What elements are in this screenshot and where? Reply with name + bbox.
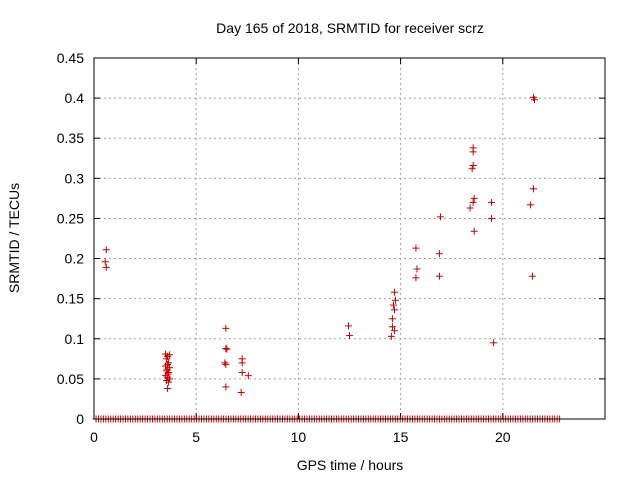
x-tick-label: 10 [291,429,307,445]
data-point [529,185,537,193]
data-point [222,344,230,352]
data-point [436,213,444,221]
data-point [346,332,353,340]
data-point [466,204,474,212]
x-tick-label: 20 [495,429,511,445]
y-axis-label: SRMTID / TECUs [6,183,22,293]
data-point [164,370,172,378]
x-tick-label: 0 [90,429,98,445]
data-point [387,332,395,340]
axis-ticks: 0 0.05 0.1 0.15 0.2 0.25 0.3 0.35 0.4 0.45 0 5 10 15 2… [57,50,605,445]
data-point [102,263,110,271]
data-point [388,315,396,323]
data-point [469,148,477,156]
data-point [244,372,252,380]
data-point [165,368,173,376]
data-point [164,385,172,393]
data-point [344,322,352,330]
data-point [435,272,443,280]
y-tick-label: 0.3 [65,170,85,186]
x-tick-label: 5 [192,429,200,445]
y-tick-label: 0.45 [57,50,84,66]
data-point [222,383,230,391]
data-point [470,194,478,202]
data-point [488,198,496,206]
data-point [530,96,538,104]
data-point [390,288,398,296]
data-point [165,378,173,386]
data-point [412,274,420,282]
y-tick-label: 0.4 [65,90,85,106]
data-point [389,301,397,309]
x-tick-label: 15 [393,429,409,445]
data-point [238,359,246,367]
data-point [165,359,173,367]
data-point [526,201,534,209]
chart-title: Day 165 of 2018, SRMTID for receiver scr… [216,20,484,36]
data-point [101,258,109,266]
y-tick-label: 0.2 [65,251,85,267]
y-tick-label: 0.05 [57,371,84,387]
data-point [221,359,229,367]
y-tick-label: 0.25 [57,210,84,226]
data-point [223,345,231,353]
y-tick-label: 0.1 [65,331,85,347]
data-point [488,214,496,222]
data-point [222,324,230,332]
data-point [528,272,536,280]
data-point [468,165,476,173]
data-point [222,360,230,368]
grid [94,58,605,419]
data-point [238,368,246,376]
data-point [237,389,245,397]
data-point [166,351,174,359]
data-point [102,246,110,254]
data-point [163,355,171,363]
y-tick-label: 0 [76,411,84,427]
data-point [390,306,398,314]
data-point [412,244,420,252]
data-point [391,296,399,304]
data-point [390,327,398,335]
x-axis-label: GPS time / hours [297,457,404,473]
data-point [163,365,171,373]
plot-frame [93,57,606,420]
data-point [388,323,396,331]
data-point [490,339,498,347]
y-tick-label: 0.15 [57,291,84,307]
data-point [166,375,174,383]
data-point [435,250,443,258]
data-point [469,198,477,206]
data-point [470,227,478,235]
y-tick-label: 0.35 [57,130,84,146]
data-point [469,161,477,169]
data-points [101,93,538,397]
data-point [413,265,421,273]
